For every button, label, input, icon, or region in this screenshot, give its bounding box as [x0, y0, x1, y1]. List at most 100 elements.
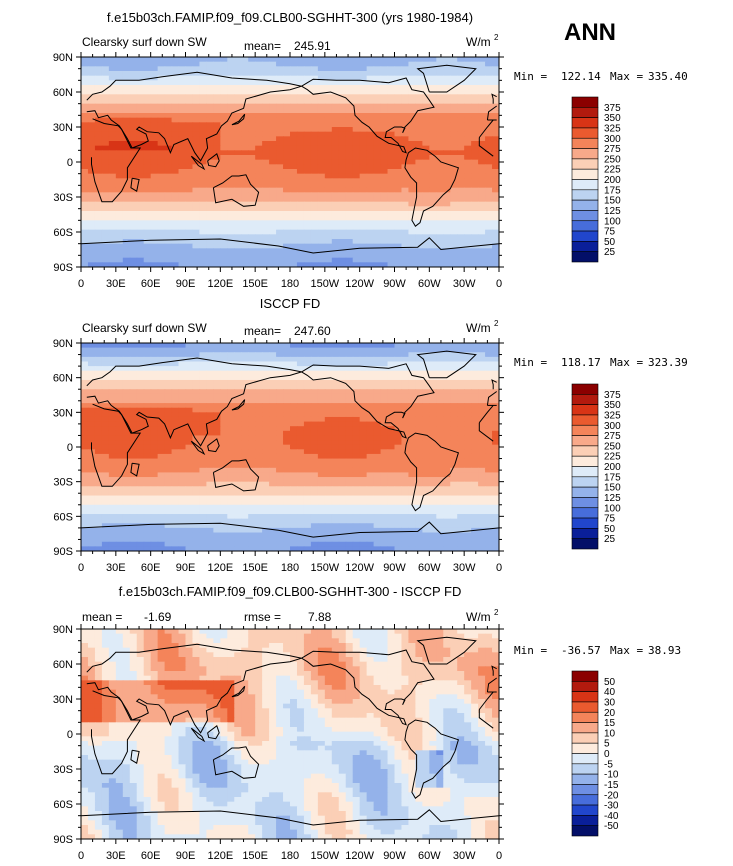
- field-cell: [380, 430, 389, 437]
- field-cell: [422, 211, 430, 217]
- field-cell: [310, 379, 319, 386]
- field-cell: [157, 467, 166, 474]
- field-cell: [296, 481, 305, 487]
- field-cell: [303, 103, 312, 109]
- field-cell: [387, 398, 396, 404]
- field-cell: [387, 103, 396, 109]
- field-cell: [283, 225, 291, 231]
- field-cell: [283, 178, 291, 184]
- field-cell: [255, 379, 263, 386]
- field-cell: [331, 57, 340, 63]
- field-cell: [471, 75, 479, 81]
- field-cell: [101, 343, 110, 349]
- field-cell: [164, 458, 173, 464]
- field-cell: [485, 248, 493, 254]
- field-cell: [296, 361, 305, 367]
- field-cell: [310, 239, 319, 245]
- field-cell: [290, 389, 298, 395]
- field-cell: [436, 61, 444, 67]
- field-cell: [478, 211, 486, 217]
- field-cell: [352, 183, 361, 189]
- field-cell: [129, 108, 138, 114]
- field-cell: [185, 108, 194, 114]
- field-cell: [436, 262, 444, 267]
- field-cell: [387, 229, 396, 235]
- field-cell: [450, 366, 458, 372]
- field-cell: [157, 440, 166, 446]
- field-cell: [457, 169, 465, 175]
- field-cell: [129, 127, 138, 133]
- field-cell: [373, 361, 382, 367]
- field-cell: [108, 253, 117, 259]
- field-cell: [87, 398, 96, 404]
- field-cell: [422, 57, 430, 63]
- field-cell: [345, 389, 354, 395]
- field-cell: [262, 117, 270, 123]
- field-cell: [171, 178, 180, 184]
- field-cell: [185, 89, 194, 95]
- field-cell: [331, 361, 340, 367]
- field-cell: [387, 201, 396, 207]
- field-cell: [185, 136, 194, 142]
- field-cell: [485, 421, 493, 427]
- field-cell: [283, 229, 291, 235]
- field-cell: [241, 472, 249, 478]
- field-cell: [206, 352, 214, 358]
- field-cell: [234, 220, 242, 226]
- field-cell: [450, 435, 458, 441]
- field-cell: [422, 239, 430, 245]
- field-cell: [185, 145, 194, 151]
- field-cell: [338, 467, 347, 474]
- field-cell: [345, 356, 354, 363]
- field-cell: [387, 458, 396, 464]
- field-cell: [478, 122, 486, 128]
- field-cell: [101, 486, 110, 492]
- field-cell: [227, 169, 235, 175]
- field-cell: [422, 117, 430, 123]
- field-cell: [450, 262, 458, 267]
- field-cell: [296, 150, 305, 156]
- field-cell: [387, 435, 396, 441]
- field-cell: [157, 71, 166, 77]
- field-cell: [422, 145, 430, 151]
- field-cell: [352, 486, 361, 492]
- field-cell: [255, 384, 263, 390]
- field-cell: [227, 430, 235, 437]
- field-cell: [485, 343, 493, 349]
- field-cell: [303, 169, 312, 175]
- field-cell: [464, 239, 472, 245]
- field-cell: [276, 481, 284, 487]
- field-cell: [450, 89, 458, 95]
- field-cell: [492, 173, 499, 179]
- field-cell: [373, 449, 382, 455]
- field-cell: [290, 99, 298, 105]
- field-cell: [317, 113, 326, 119]
- field-cell: [178, 164, 187, 170]
- colorbar-box: [571, 96, 599, 108]
- field-cell: [129, 201, 138, 207]
- field-cell: [178, 490, 187, 497]
- field-cell: [248, 435, 256, 441]
- field-cell: [387, 85, 396, 91]
- field-cell: [408, 103, 416, 109]
- field-cell: [178, 379, 187, 386]
- field-cell: [192, 416, 201, 423]
- field-cell: [450, 66, 458, 72]
- field-cell: [380, 164, 389, 170]
- field-cell: [408, 352, 416, 358]
- field-cell: [122, 131, 131, 137]
- field-cell: [157, 430, 166, 437]
- field-cell: [485, 253, 493, 259]
- field-cell: [192, 262, 201, 267]
- field-cell: [429, 398, 437, 404]
- field-cell: [143, 197, 152, 203]
- field-cell: [108, 117, 117, 123]
- field-cell: [443, 99, 451, 105]
- field-cell: [415, 393, 423, 400]
- field-cell: [415, 108, 423, 114]
- field-cell: [422, 248, 430, 254]
- field-cell: [290, 94, 298, 100]
- field-cell: [164, 71, 173, 77]
- field-cell: [136, 187, 145, 193]
- field-cell: [471, 57, 479, 63]
